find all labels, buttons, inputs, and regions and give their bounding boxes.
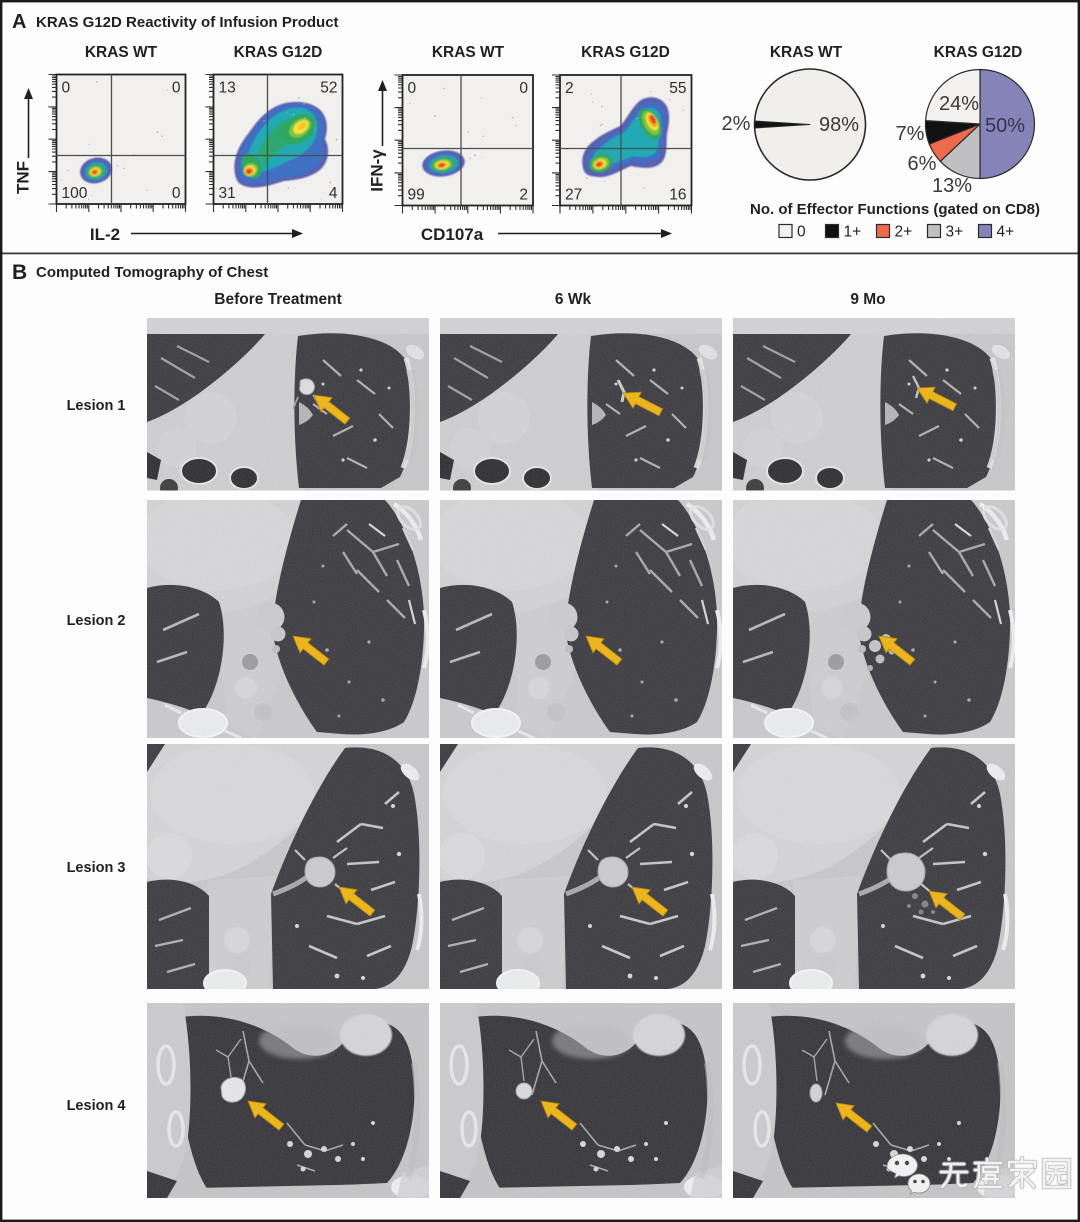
svg-text:16: 16 [669, 187, 686, 204]
svg-text:Lesion 3: Lesion 3 [67, 860, 126, 876]
svg-text:52: 52 [320, 80, 337, 97]
svg-text:KRAS G12D: KRAS G12D [234, 44, 323, 61]
svg-text:KRAS G12D: KRAS G12D [934, 44, 1023, 61]
svg-text:TNF: TNF [14, 161, 33, 194]
svg-text:0: 0 [172, 80, 181, 97]
svg-text:98%: 98% [819, 114, 859, 136]
svg-text:0: 0 [408, 80, 417, 97]
svg-text:IL-2: IL-2 [90, 225, 120, 244]
svg-text:24%: 24% [939, 93, 979, 115]
svg-text:6 Wk: 6 Wk [555, 291, 592, 308]
svg-text:IFN-γ: IFN-γ [368, 149, 387, 192]
svg-text:0: 0 [62, 80, 71, 97]
svg-text:55: 55 [669, 80, 686, 97]
svg-text:2: 2 [519, 187, 528, 204]
svg-text:7%: 7% [896, 123, 925, 145]
svg-text:99: 99 [408, 187, 425, 204]
svg-text:2+: 2+ [895, 224, 913, 241]
svg-text:3+: 3+ [946, 224, 964, 241]
svg-text:KRAS G12D Reactivity of Infusi: KRAS G12D Reactivity of Infusion Product [36, 14, 339, 31]
svg-text:CD107a: CD107a [421, 225, 484, 244]
svg-text:KRAS WT: KRAS WT [432, 44, 505, 61]
svg-text:4+: 4+ [997, 224, 1015, 241]
svg-text:1+: 1+ [844, 224, 862, 241]
svg-text:6%: 6% [908, 153, 937, 175]
svg-text:0: 0 [797, 224, 806, 241]
svg-text:2%: 2% [722, 113, 751, 135]
svg-text:2: 2 [565, 80, 574, 97]
svg-text:KRAS G12D: KRAS G12D [581, 44, 670, 61]
svg-text:No. of Effector Functions (gat: No. of Effector Functions (gated on CD8) [750, 201, 1040, 218]
svg-text:A: A [12, 11, 26, 33]
svg-text:31: 31 [219, 185, 236, 202]
svg-text:Computed Tomography of Chest: Computed Tomography of Chest [36, 264, 268, 281]
svg-text:0: 0 [519, 80, 528, 97]
svg-text:0: 0 [172, 185, 181, 202]
svg-text:50%: 50% [985, 115, 1025, 137]
svg-text:KRAS WT: KRAS WT [85, 44, 158, 61]
svg-text:Before Treatment: Before Treatment [214, 291, 341, 308]
svg-text:27: 27 [565, 187, 582, 204]
svg-text:13%: 13% [932, 175, 972, 197]
svg-text:100: 100 [62, 185, 88, 202]
svg-text:B: B [12, 261, 27, 284]
svg-text:Lesion 2: Lesion 2 [67, 613, 126, 629]
svg-text:KRAS WT: KRAS WT [770, 44, 843, 61]
svg-text:4: 4 [329, 185, 338, 202]
svg-text:13: 13 [219, 80, 236, 97]
svg-text:9 Mo: 9 Mo [850, 291, 885, 308]
svg-text:Lesion 1: Lesion 1 [67, 398, 126, 414]
svg-text:Lesion 4: Lesion 4 [67, 1098, 126, 1114]
